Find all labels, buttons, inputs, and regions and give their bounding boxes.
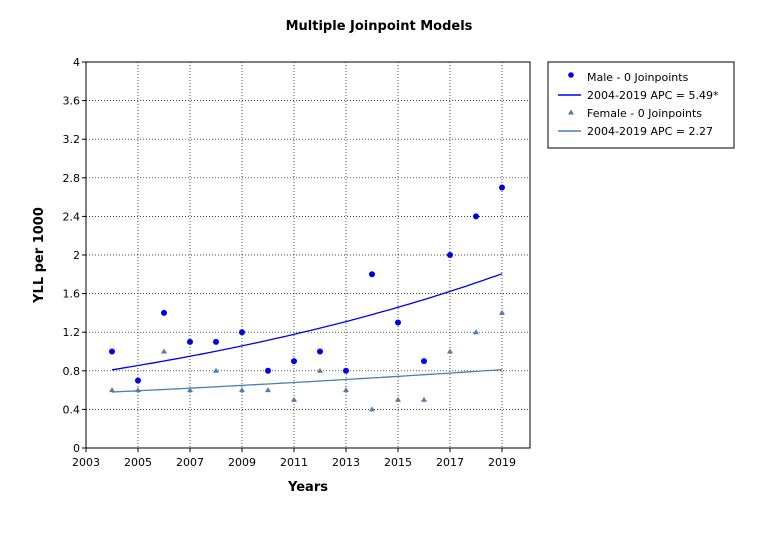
y-tick-label: 2.8 [63, 172, 81, 185]
y-tick-label: 2 [73, 249, 80, 262]
legend-female-trend-label: 2004-2019 APC = 2.27 [587, 125, 713, 138]
male-data-point [473, 213, 479, 220]
x-axis-ticks: 2003 2005 2007 2009 2011 2013 2015 2017 2019 [72, 448, 516, 469]
x-axis-label: Years [287, 480, 328, 495]
legend: Male - 0 Joinpoints 2004-2019 APC = 5.49… [547, 61, 735, 149]
male-data-point [135, 377, 141, 384]
series [109, 184, 505, 412]
x-tick-label: 2011 [280, 456, 308, 469]
male-data-point [499, 184, 505, 191]
male-data-point [395, 319, 401, 326]
y-tick-label: 0.8 [63, 365, 81, 378]
x-tick-label: 2003 [72, 456, 100, 469]
legend-male-trend-label: 2004-2019 APC = 5.49* [587, 89, 719, 102]
female-data-point [161, 348, 167, 354]
legend-female-label: Female - 0 Joinpoints [587, 107, 702, 120]
male-data-point [369, 271, 375, 278]
male-data-point [291, 358, 297, 365]
x-tick-label: 2009 [228, 456, 256, 469]
female-data-point [343, 387, 349, 393]
y-tick-label: 3.2 [63, 133, 81, 146]
y-tick-label: 2.4 [63, 210, 81, 223]
female-data-point [187, 387, 193, 393]
y-tick-label: 4 [73, 56, 80, 69]
trend-line-3 [111, 368, 503, 393]
legend-box [547, 61, 735, 149]
male-data-point [265, 367, 271, 374]
y-tick-label: 0.4 [63, 403, 81, 416]
male-data-point [161, 309, 167, 316]
female-data-point [109, 387, 115, 393]
female-data-point [317, 367, 323, 373]
male-data-point [421, 358, 427, 365]
male-data-point [239, 329, 245, 336]
y-axis-label: YLL per 1000 [32, 207, 47, 304]
female-data-point [421, 396, 427, 402]
female-data-point [369, 406, 375, 412]
male-data-point [109, 348, 115, 355]
x-tick-label: 2015 [384, 456, 412, 469]
female-data-point [473, 329, 479, 335]
female-data-point [499, 309, 505, 315]
male-data-point [317, 348, 323, 355]
y-tick-label: 1.2 [63, 326, 81, 339]
legend-female-marker [568, 109, 574, 115]
female-data-point [239, 387, 245, 393]
x-tick-label: 2019 [488, 456, 516, 469]
y-tick-label: 3.6 [63, 95, 81, 108]
female-data-point [447, 348, 453, 354]
y-tick-label: 1.6 [63, 288, 81, 301]
male-data-point [213, 338, 219, 345]
x-tick-label: 2013 [332, 456, 360, 469]
y-axis-ticks: 0 0.4 0.8 1.2 1.6 2 2.4 2.8 3.2 3.6 4 [63, 56, 86, 455]
legend-male-label: Male - 0 Joinpoints [587, 71, 689, 84]
x-tick-label: 2017 [436, 456, 464, 469]
male-data-point [187, 338, 193, 345]
male-data-point [343, 367, 349, 374]
trend-line-1 [111, 273, 503, 371]
y-tick-label: 0 [73, 442, 80, 455]
female-data-point [265, 387, 271, 393]
female-data-point [395, 396, 401, 402]
x-tick-label: 2007 [176, 456, 204, 469]
male-data-point [447, 252, 453, 258]
legend-male-marker [568, 72, 574, 78]
x-tick-label: 2005 [124, 456, 152, 469]
chart-title: Multiple Joinpoint Models [286, 19, 473, 34]
female-data-point [291, 396, 297, 402]
female-data-point [213, 367, 219, 373]
